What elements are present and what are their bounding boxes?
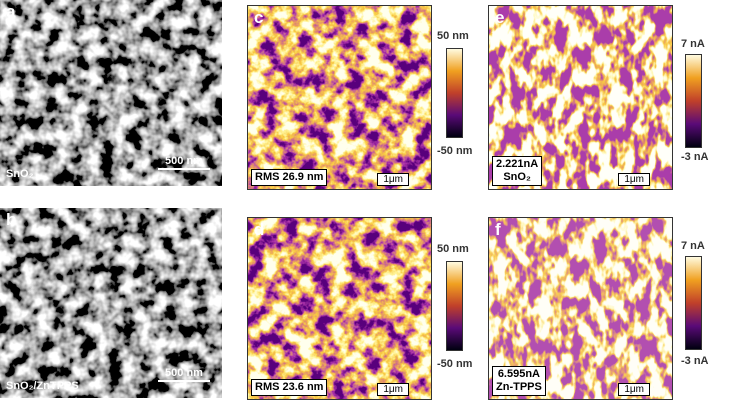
panel-d: d RMS 23.6 nm 1μm <box>247 217 432 400</box>
colorbar-min: -50 nm <box>437 145 473 157</box>
panel-b: b SnO₂/ZnTPPS 500 nm <box>0 208 222 398</box>
sem-image <box>0 0 222 186</box>
scale-bar: 1μm <box>377 383 409 396</box>
panel-f: f 6.595nA Zn-TPPS 1μm <box>488 217 673 400</box>
panel-label: c <box>254 8 264 27</box>
colorbar-min: -3 nA <box>681 151 709 163</box>
afm-image <box>248 6 431 189</box>
panel-label: a <box>6 2 16 21</box>
sem-image <box>0 208 222 398</box>
afm-texture <box>248 218 431 399</box>
sem-texture <box>0 0 222 186</box>
caption: RMS 26.9 nm <box>251 169 328 186</box>
caption-line: SnO₂ <box>503 171 531 183</box>
scale-bar: 1μm <box>618 173 650 186</box>
panel-label: d <box>254 220 265 239</box>
afm-image <box>248 218 431 399</box>
colorbar-min: -50 nm <box>437 358 473 370</box>
colorbar <box>446 261 463 351</box>
scale-bar: 1μm <box>618 383 650 396</box>
colorbar-gradient <box>447 262 462 350</box>
colorbar-gradient <box>447 49 462 137</box>
caption-line: Zn-TPPS <box>496 381 542 393</box>
scale-bar: 500 nm <box>158 367 210 382</box>
panel-label: f <box>495 220 501 239</box>
scale-line <box>158 168 210 170</box>
colorbar-max: 50 nm <box>437 243 469 255</box>
caption: 6.595nA Zn-TPPS <box>492 366 546 396</box>
colorbar <box>685 54 702 148</box>
panel-label: b <box>6 210 17 229</box>
caption: SnO₂ <box>6 168 34 180</box>
panel-c: c RMS 26.9 nm 1μm <box>247 5 432 190</box>
scale-bar: 500 nm <box>158 155 210 170</box>
scale-text: 500 nm <box>165 155 203 167</box>
caption: RMS 23.6 nm <box>251 379 328 396</box>
colorbar-gradient <box>686 55 701 147</box>
colorbar-min: -3 nA <box>681 355 709 367</box>
caption-line: 6.595nA <box>497 368 541 380</box>
panel-label: e <box>495 8 505 27</box>
afm-texture <box>248 6 431 189</box>
colorbar <box>685 256 702 350</box>
colorbar-max: 7 nA <box>681 38 705 50</box>
colorbar-max: 7 nA <box>681 240 705 252</box>
caption: 2.221nA SnO₂ <box>492 156 543 186</box>
scale-line <box>158 380 210 382</box>
scale-bar: 1μm <box>377 173 409 186</box>
panel-e: e 2.221nA SnO₂ 1μm <box>488 5 673 190</box>
caption: SnO₂/ZnTPPS <box>6 380 79 392</box>
sem-texture <box>0 208 222 398</box>
panel-a: a SnO₂ 500 nm <box>0 0 222 186</box>
colorbar-max: 50 nm <box>437 30 469 42</box>
scale-text: 500 nm <box>165 367 203 379</box>
colorbar-gradient <box>686 257 701 349</box>
caption-line: 2.221nA <box>496 158 539 170</box>
colorbar <box>446 48 463 138</box>
